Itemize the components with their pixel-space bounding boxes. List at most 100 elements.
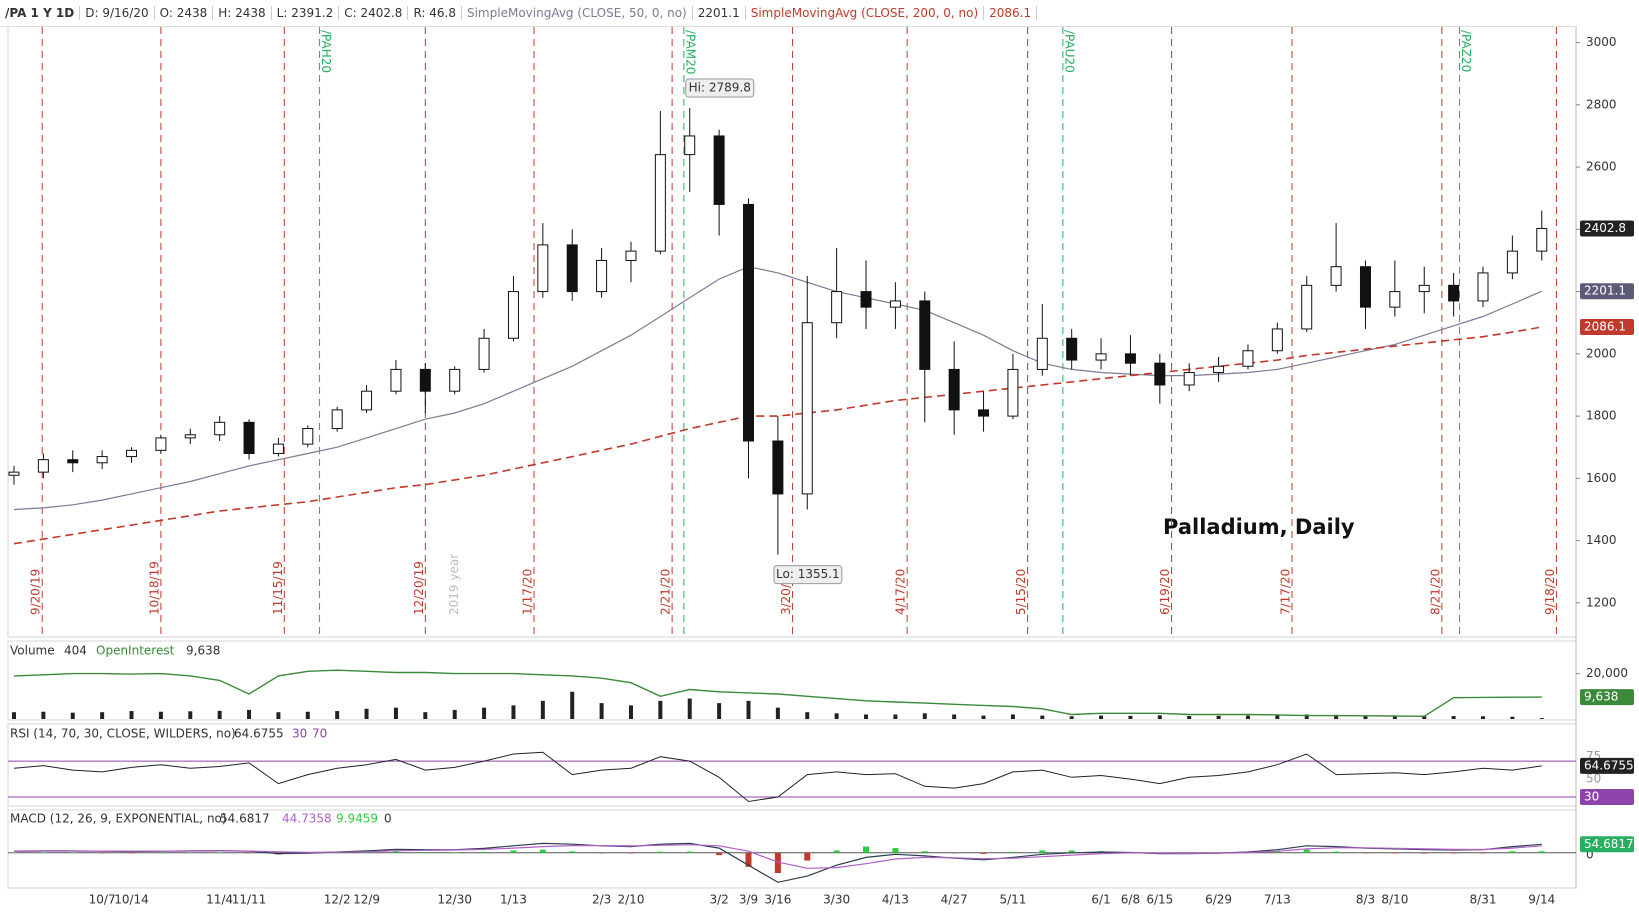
x-tick-label: 6/1 xyxy=(1091,893,1110,907)
symbol[interactable]: /PA 1 Y 1D xyxy=(0,6,81,20)
header-bar: /PA 1 Y 1D D: 9/16/20 O: 2438 H: 2438 L:… xyxy=(0,0,1576,27)
volume-bar xyxy=(482,707,487,719)
volume-bar xyxy=(12,712,16,719)
x-tick-label: 8/10 xyxy=(1381,893,1408,907)
open: O: 2438 xyxy=(155,6,214,20)
volume-bar xyxy=(1128,715,1133,719)
x-tick-label: 7/13 xyxy=(1264,893,1291,907)
candle-body xyxy=(860,291,872,308)
expiry-label: 2/21/20 xyxy=(659,569,673,615)
candle-body xyxy=(1389,291,1401,308)
volume-bar xyxy=(834,713,839,719)
x-tick-label: 10/7 xyxy=(89,893,116,907)
volume-bar xyxy=(393,707,398,719)
candle-body xyxy=(1330,266,1342,286)
hist-bar xyxy=(863,846,870,853)
expiry-label: 12/20/19 xyxy=(412,561,426,615)
y-tick-label: 1400 xyxy=(1586,533,1617,547)
y-tick-label: 2600 xyxy=(1586,160,1617,174)
last-close-box xyxy=(1580,220,1634,237)
hist-bar xyxy=(451,852,458,853)
candle-body xyxy=(1036,337,1048,370)
volume-bar xyxy=(599,703,604,719)
hist-bar xyxy=(1362,852,1369,854)
legend-sma50[interactable]: SimpleMovingAvg (CLOSE, 50, 0, no) xyxy=(462,6,693,20)
x-tick-label: 2/10 xyxy=(618,893,645,907)
hist-bar xyxy=(187,852,194,854)
candle-body xyxy=(1066,337,1078,361)
hist-bar xyxy=(334,852,341,854)
x-tick-label: 4/13 xyxy=(882,893,909,907)
hist-bar xyxy=(510,850,517,853)
volume-bar xyxy=(687,698,692,719)
x-tick-label: 5/11 xyxy=(999,893,1026,907)
candle-body xyxy=(243,421,255,454)
volume-bar xyxy=(1334,714,1339,719)
hist-bar xyxy=(481,851,488,853)
hist-bar xyxy=(569,851,576,853)
x-tick-label: 3/30 xyxy=(823,893,850,907)
hist-bar xyxy=(1333,851,1340,853)
candle-body xyxy=(919,300,931,370)
x-tick-label: 12/9 xyxy=(353,893,380,907)
legend-sma200[interactable]: SimpleMovingAvg (CLOSE, 200, 0, no) xyxy=(746,6,985,20)
chart-title: Palladium, Daily xyxy=(1163,515,1355,539)
candle-body xyxy=(302,428,314,445)
y-tick-label: 1200 xyxy=(1586,595,1617,609)
last-oi: 9,638 xyxy=(1584,690,1618,704)
last-sma200-box xyxy=(1580,319,1634,336)
range: R: 46.8 xyxy=(408,6,462,20)
hist-bar xyxy=(422,852,429,853)
volume-bar xyxy=(893,714,898,719)
hist-bar xyxy=(363,852,370,853)
candle-body xyxy=(272,443,284,454)
level-box: 30 xyxy=(1584,790,1599,804)
candle-body xyxy=(654,154,666,252)
hist-bar xyxy=(1009,852,1016,853)
volume-bar xyxy=(1216,715,1221,719)
panel-title: MACD (12, 26, 9, EXPONENTIAL, no) xyxy=(10,812,227,826)
y-tick-label: 2000 xyxy=(1586,346,1617,360)
volume-bar xyxy=(570,691,575,719)
volume-bar xyxy=(952,714,957,719)
hist-bar xyxy=(1303,849,1310,853)
candle-body xyxy=(596,259,608,293)
hist-bar xyxy=(686,851,693,853)
volume-bar xyxy=(41,711,46,719)
rsi-line xyxy=(13,751,1542,803)
expiry-label: 1/17/20 xyxy=(521,569,535,615)
level-label: 30 xyxy=(292,727,307,741)
y-tick-label: 1800 xyxy=(1586,409,1617,423)
candle-body xyxy=(449,368,461,392)
x-tick-label: 3/9 xyxy=(739,893,758,907)
hist-bar xyxy=(40,852,47,853)
candle-body xyxy=(1506,250,1518,274)
candle-body xyxy=(1418,284,1430,293)
volume-bar xyxy=(746,700,751,719)
hist-bar xyxy=(627,852,634,854)
candle-body xyxy=(1359,266,1371,308)
volume-bar xyxy=(1422,715,1427,719)
volume-bar xyxy=(922,713,927,719)
hist-bar xyxy=(921,851,928,853)
volume-bar xyxy=(864,714,869,719)
volume-bar xyxy=(305,711,310,719)
hist-bar xyxy=(1274,851,1281,853)
expiry-label: 11/15/19 xyxy=(271,561,285,615)
candle-body xyxy=(1477,272,1489,302)
volume-bar xyxy=(1187,716,1192,719)
candle-body xyxy=(772,440,784,495)
x-tick-label: 9/14 xyxy=(1528,893,1555,907)
candle-body xyxy=(1242,350,1254,367)
volume-bar xyxy=(1245,715,1250,719)
line-series xyxy=(13,326,1542,545)
hist-bar xyxy=(99,852,106,854)
x-tick-label: 6/15 xyxy=(1146,893,1173,907)
candle-body xyxy=(1154,362,1166,386)
volume-bar xyxy=(1275,715,1280,719)
hist-bar xyxy=(716,852,723,856)
volume-bar xyxy=(158,711,163,719)
candle-body xyxy=(8,471,20,476)
last-sma200: 2086.1 xyxy=(1584,320,1626,334)
volume-bar xyxy=(1099,715,1104,719)
